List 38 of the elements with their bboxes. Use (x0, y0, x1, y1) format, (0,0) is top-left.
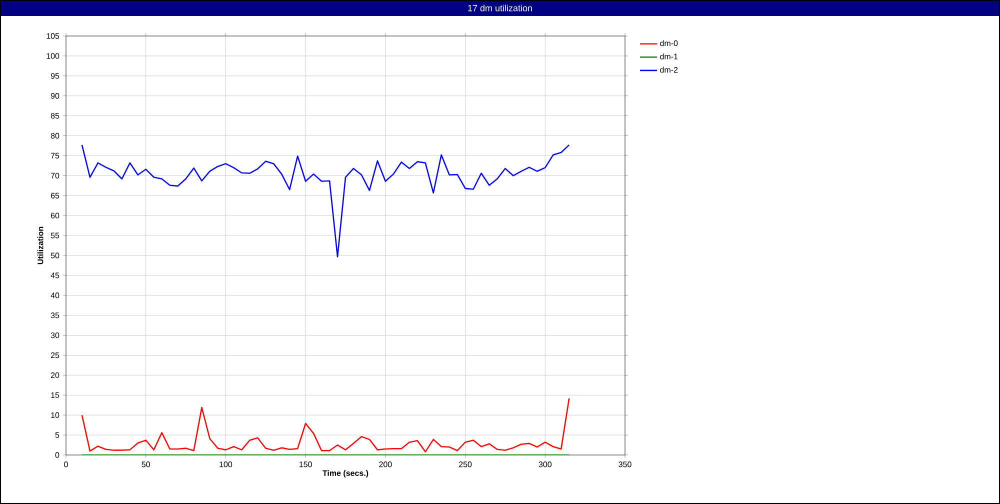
y-tick-label: 15 (51, 392, 60, 398)
y-tick-label: 0 (55, 452, 60, 458)
x-tick-label: 200 (379, 462, 392, 468)
y-tick-label: 90 (50, 93, 60, 99)
y-tick-label: 25 (50, 352, 60, 358)
y-tick-label: 70 (50, 172, 60, 178)
y-tick-label: 100 (46, 53, 60, 59)
y-tick-label: 105 (46, 33, 60, 39)
y-tick-label: 85 (50, 112, 60, 119)
y-tick-label: 45 (50, 272, 60, 278)
legend-label: dm-0 (660, 40, 678, 46)
y-tick-label: 50 (50, 252, 60, 258)
x-tick-label: 50 (142, 462, 150, 468)
y-tick-label: 30 (50, 332, 60, 338)
y-tick-label: 40 (50, 292, 60, 298)
y-tick-label: 65 (50, 192, 60, 198)
legend-label: dm-1 (660, 53, 678, 60)
line-series (81, 398, 570, 452)
y-tick-label: 20 (50, 372, 60, 378)
y-tick-label: 35 (50, 312, 60, 318)
y-tick-label: 80 (50, 132, 60, 139)
y-tick-label: 60 (50, 212, 60, 218)
legend-label: dm-2 (660, 66, 678, 73)
y-tick-label: 75 (50, 152, 60, 159)
x-tick-label: 250 (459, 462, 472, 468)
x-axis-title: Time (secs.) (322, 470, 368, 478)
y-tick-label: 95 (50, 73, 60, 79)
x-tick-label: 150 (300, 462, 312, 468)
y-tick-label: 10 (51, 412, 60, 418)
line-series (81, 144, 570, 258)
x-tick-label: 0 (64, 462, 68, 468)
chart-title: 17 dm utilization (468, 4, 532, 12)
x-tick-label: 350 (618, 462, 632, 468)
x-tick-label: 300 (538, 462, 552, 468)
x-tick-label: 100 (220, 462, 232, 468)
y-tick-label: 55 (50, 232, 60, 238)
y-tick-label: 5 (55, 432, 60, 438)
y-axis-title: Utilization (37, 226, 44, 264)
